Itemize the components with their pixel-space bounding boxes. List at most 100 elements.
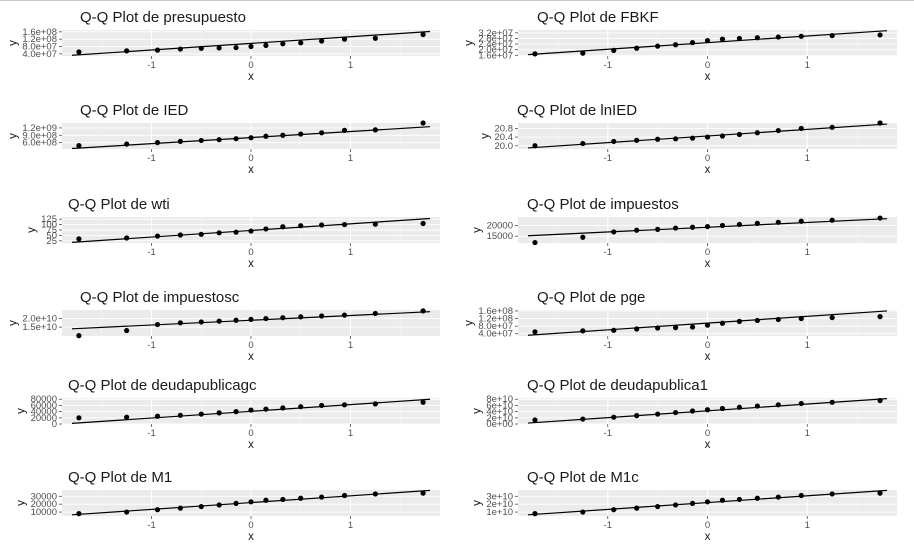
data-point: [154, 507, 161, 513]
data-point: [798, 315, 804, 322]
x-tick-label: 1: [805, 60, 810, 71]
y-tick-label: 1.5e+10: [22, 322, 57, 333]
data-point: [177, 232, 183, 238]
data-point: [689, 40, 696, 46]
data-point: [877, 397, 883, 404]
data-point: [611, 138, 617, 145]
data-point: [719, 405, 726, 412]
data-point: [216, 230, 222, 236]
data-point: [775, 402, 781, 408]
plot-title: Q-Q Plot de M1: [68, 469, 172, 486]
y-tick-label: 1.6e+08: [22, 27, 57, 38]
y-tick-label: 20000: [31, 499, 57, 510]
y-tick-label: 3e+10: [486, 491, 513, 502]
y-axis-label: y: [7, 133, 19, 139]
y-tick-label: 125: [41, 214, 57, 225]
data-point: [280, 132, 286, 138]
x-tick-label: -1: [604, 60, 612, 71]
data-point: [829, 399, 835, 405]
y-tick-label: 1.6e+07: [478, 50, 513, 61]
data-point: [532, 417, 538, 423]
y-tick-label: 1.2e+08: [22, 34, 57, 45]
data-point: [580, 50, 586, 56]
data-point: [689, 224, 696, 230]
data-point: [754, 220, 760, 226]
data-point: [775, 316, 781, 323]
plot-title: Q-Q Plot de wti: [68, 196, 170, 213]
x-axis-label: x: [248, 164, 254, 176]
data-point: [704, 407, 711, 413]
data-point: [798, 492, 804, 499]
x-tick-label: 1: [348, 60, 353, 71]
data-point: [372, 310, 378, 317]
x-tick-label: -1: [604, 520, 612, 531]
data-point: [689, 408, 696, 414]
data-point: [877, 215, 883, 221]
data-point: [775, 34, 781, 40]
y-tick-label: 100: [41, 220, 57, 231]
data-point: [672, 502, 679, 508]
y-tick-label: 75: [46, 225, 57, 236]
data-point: [198, 231, 204, 237]
y-tick-label: 1e+10: [486, 507, 513, 518]
data-point: [198, 411, 204, 417]
qq-panel-4: -1 0 1 20.020.420.8 x y Q-Q Plot de lnIED: [480, 102, 897, 176]
data-point: [877, 490, 883, 496]
data-point: [177, 138, 183, 144]
data-point: [420, 308, 426, 314]
x-tick-label: 1: [348, 247, 353, 258]
x-tick-label: -1: [604, 247, 612, 258]
data-point: [298, 495, 304, 501]
data-point: [798, 33, 804, 39]
data-point: [263, 315, 269, 322]
data-point: [372, 35, 378, 41]
data-point: [655, 325, 661, 331]
y-tick-label: 1.2e+08: [478, 314, 513, 325]
data-point: [754, 35, 760, 41]
x-tick-label: -1: [147, 247, 155, 258]
data-point: [719, 133, 726, 139]
data-point: [298, 40, 304, 46]
y-tick-label: 9.0e+08: [22, 130, 57, 141]
data-point: [76, 49, 82, 55]
plot-title: Q-Q Plot de presupuesto: [80, 9, 246, 26]
y-axis-label: y: [463, 40, 475, 46]
data-point: [233, 44, 239, 51]
data-point: [634, 45, 640, 51]
data-point: [198, 503, 204, 510]
data-point: [248, 316, 254, 323]
y-axis-label: y: [480, 133, 492, 139]
x-tick-label: 1: [348, 153, 353, 164]
y-tick-label: 2.8e+07: [478, 33, 513, 44]
data-point: [216, 137, 222, 143]
data-point: [280, 41, 286, 47]
x-tick-label: 1: [805, 520, 810, 531]
qq-panel-8: -1 0 1 4.0e+078.0e+071.2e+081.6e+08 x y Q-Q Pl…: [463, 289, 897, 363]
data-point: [634, 505, 640, 511]
data-point: [124, 327, 130, 334]
data-point: [319, 494, 325, 500]
x-tick-label: 0: [248, 153, 253, 164]
data-point: [420, 120, 426, 126]
y-tick-label: 20000: [31, 413, 57, 424]
data-point: [341, 492, 348, 499]
data-point: [372, 127, 378, 133]
x-tick-label: 0: [705, 153, 710, 164]
data-point: [672, 325, 679, 331]
data-point: [177, 505, 183, 511]
data-point: [280, 405, 286, 411]
data-point: [655, 226, 661, 232]
data-point: [829, 491, 835, 497]
data-point: [719, 222, 726, 229]
data-point: [124, 48, 130, 54]
data-point: [634, 413, 640, 419]
data-point: [76, 511, 82, 517]
data-point: [233, 229, 239, 235]
data-point: [877, 314, 883, 320]
data-point: [124, 509, 130, 515]
data-point: [611, 47, 617, 53]
data-point: [611, 327, 617, 333]
data-point: [532, 143, 538, 149]
data-point: [736, 404, 743, 410]
